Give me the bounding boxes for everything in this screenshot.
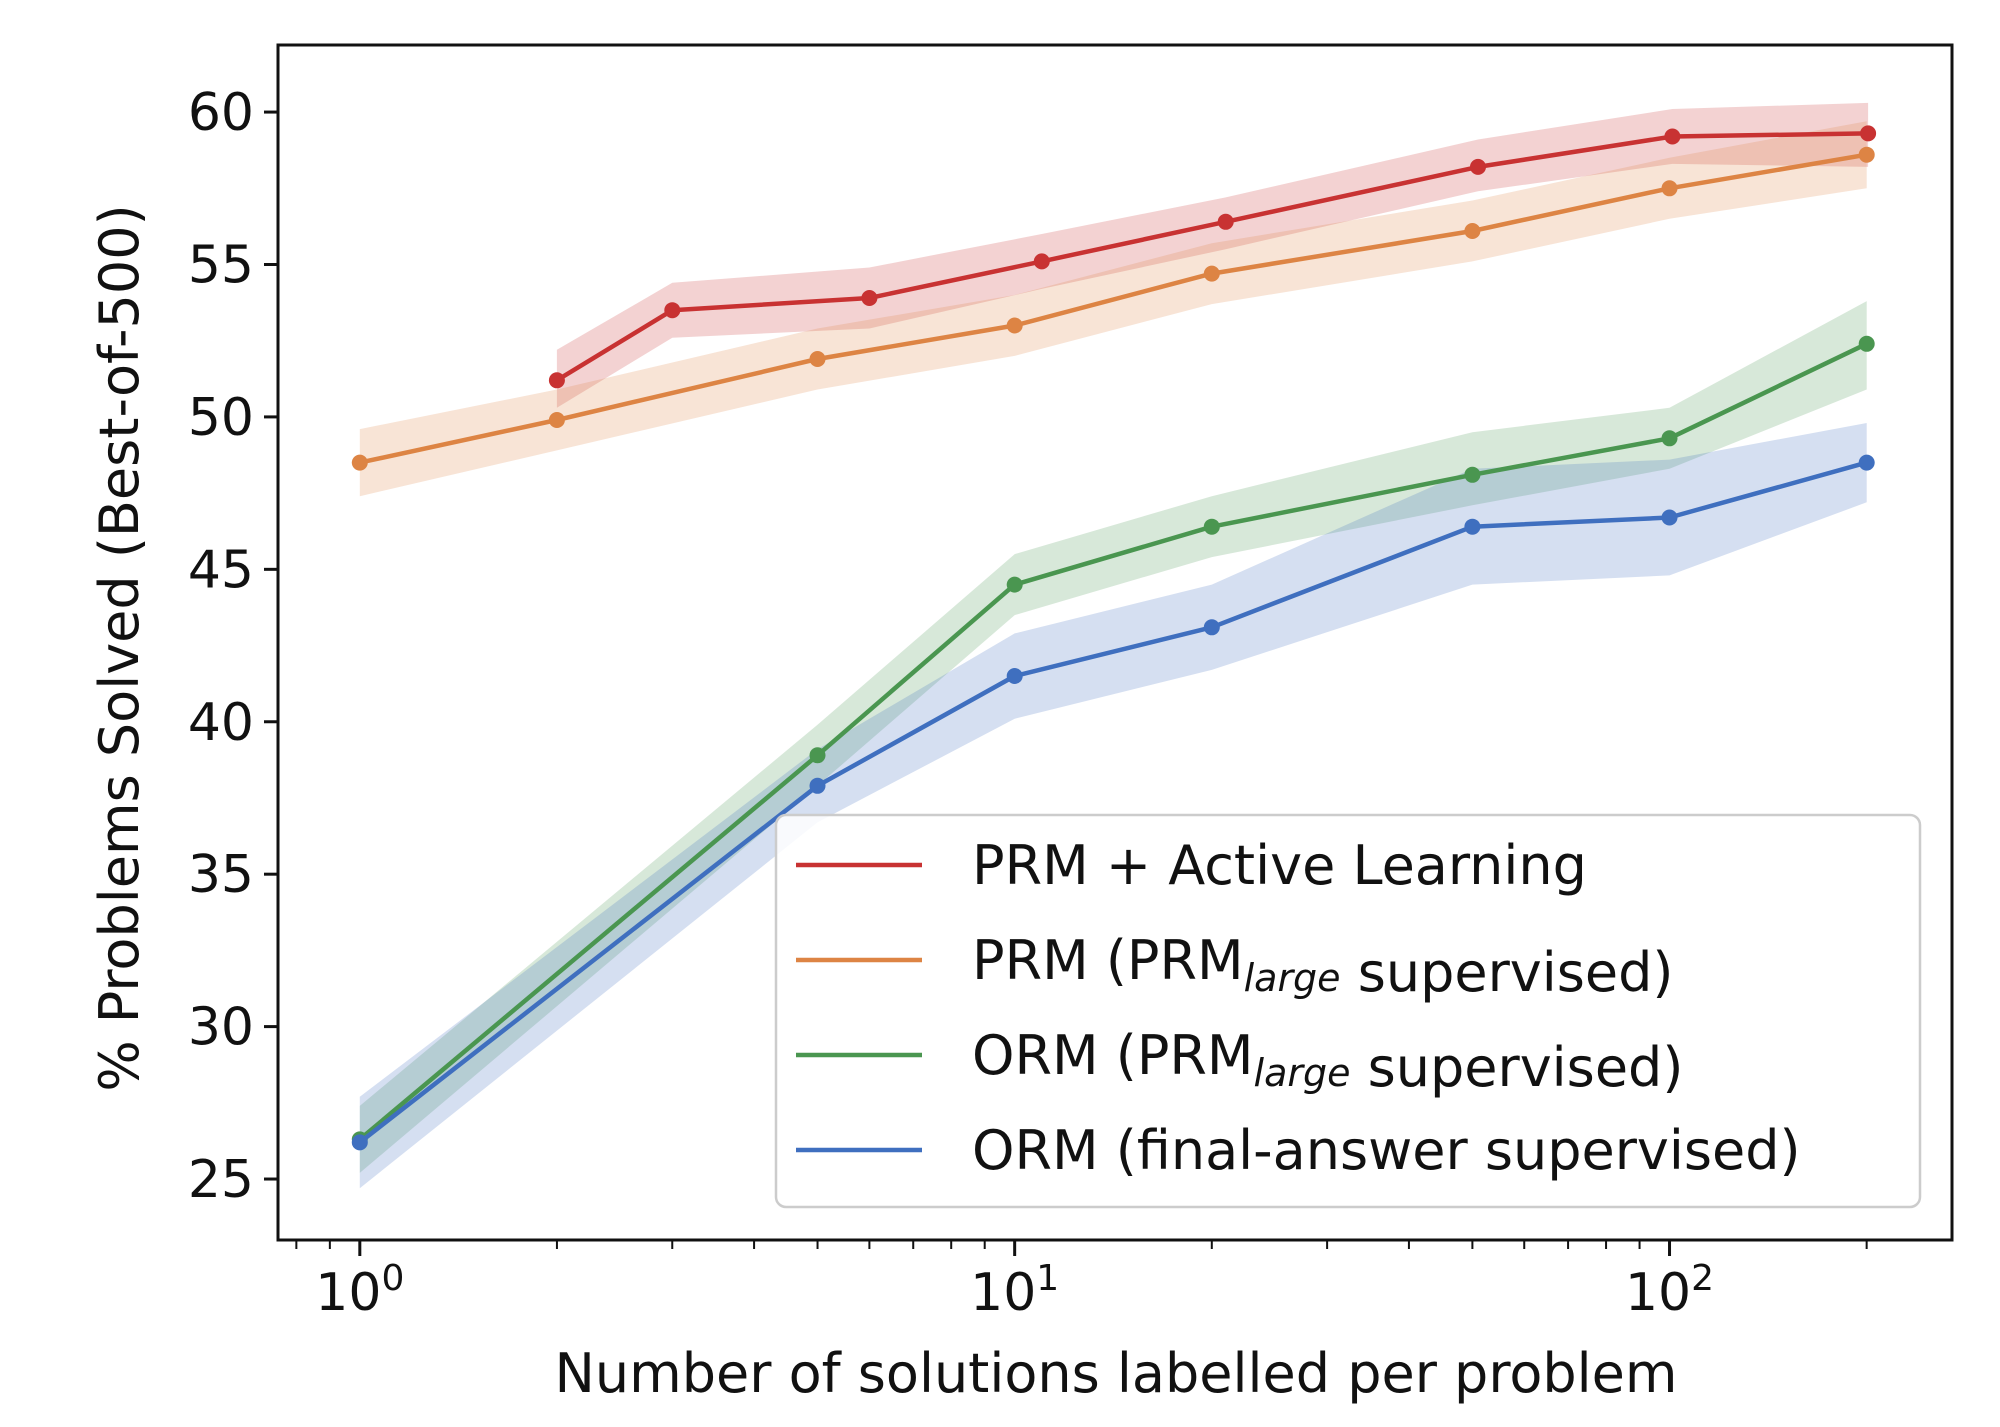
confidence-bands	[359, 102, 1869, 1189]
data-point-prm-prmlarge-supervised	[1464, 223, 1481, 239]
data-point-orm-prmlarge-supervised	[1464, 466, 1481, 483]
data-point-prm-prmlarge-supervised	[809, 351, 826, 367]
series-line-prm-active-learning	[555, 131, 1869, 383]
data-point-orm-prmlarge-supervised	[1006, 576, 1023, 593]
axes: 25 30 35 40 45 50 55 60 100 101 102	[188, 43, 1954, 1324]
data-point-orm-final-answer-supervised	[351, 1134, 368, 1151]
y-tick-label: 35	[188, 845, 254, 905]
legend-label-orm-final-answer-supervised: ORM (final-answer supervised)	[972, 1119, 1801, 1182]
y-tick-label: 30	[188, 998, 254, 1058]
legend-label-prm-prmlarge-supervised: PRM (PRMlarge supervised)	[972, 929, 1673, 1004]
x-tick-label: 102	[1625, 1258, 1714, 1324]
data-point-orm-prmlarge-supervised	[1203, 518, 1220, 535]
data-point-orm-final-answer-supervised	[809, 777, 826, 794]
x-tick-label: 101	[970, 1258, 1059, 1324]
data-point-orm-final-answer-supervised	[1858, 454, 1875, 471]
data-point-orm-final-answer-supervised	[1006, 668, 1023, 684]
data-point-orm-prmlarge-supervised	[1858, 335, 1875, 352]
data-point-prm-active-learning	[1470, 158, 1486, 175]
data-point-orm-prmlarge-supervised	[1661, 430, 1678, 447]
y-tick-label: 60	[188, 83, 254, 143]
data-point-prm-active-learning	[1033, 253, 1050, 270]
legend-box	[774, 813, 1922, 1209]
y-tick-label: 50	[188, 388, 254, 448]
legend: PRM + Active Learning PRM (PRMlarge super…	[774, 813, 1922, 1209]
data-point-orm-final-answer-supervised	[1203, 619, 1220, 636]
legend-label-orm-prmlarge-supervised: ORM (PRMlarge supervised)	[972, 1024, 1683, 1099]
data-point-prm-active-learning	[1664, 128, 1681, 145]
band-prm-active-learning	[556, 102, 1869, 408]
y-tick-label: 55	[188, 235, 254, 295]
y-tick-label: 45	[188, 540, 254, 600]
band-orm-prmlarge-supervised	[359, 301, 1867, 1173]
y-tick-label: 40	[188, 693, 254, 753]
data-point-orm-prmlarge-supervised	[809, 747, 826, 764]
band-orm-final-answer-supervised	[359, 423, 1867, 1189]
y-axis-title: % Problems Solved (Best-of-500)	[88, 204, 151, 1091]
data-point-prm-prmlarge-supervised	[1858, 146, 1875, 163]
plot-frame	[276, 43, 1954, 1242]
data-point-orm-final-answer-supervised	[1464, 518, 1481, 535]
x-axis-title: Number of solutions labelled per problem	[554, 1342, 1677, 1405]
x-tick-label: 100	[315, 1258, 404, 1324]
data-point-prm-prmlarge-supervised	[351, 454, 368, 471]
series-lines	[351, 125, 1877, 1151]
data-point-prm-prmlarge-supervised	[1661, 180, 1678, 197]
data-point-prm-active-learning	[1217, 213, 1234, 230]
y-tick-label: 25	[188, 1150, 254, 1210]
data-point-prm-active-learning	[664, 302, 681, 319]
data-point-prm-active-learning	[548, 372, 565, 389]
legend-label-prm-active-learning: PRM + Active Learning	[972, 834, 1587, 897]
band-prm-prmlarge-supervised	[359, 121, 1867, 497]
data-point-prm-prmlarge-supervised	[548, 412, 565, 428]
data-point-prm-active-learning	[1860, 125, 1877, 142]
data-point-prm-active-learning	[861, 290, 878, 306]
data-point-orm-final-answer-supervised	[1661, 509, 1678, 526]
series-line-prm-prmlarge-supervised	[359, 152, 1868, 465]
data-point-prm-prmlarge-supervised	[1203, 265, 1220, 282]
data-point-prm-prmlarge-supervised	[1006, 317, 1023, 334]
